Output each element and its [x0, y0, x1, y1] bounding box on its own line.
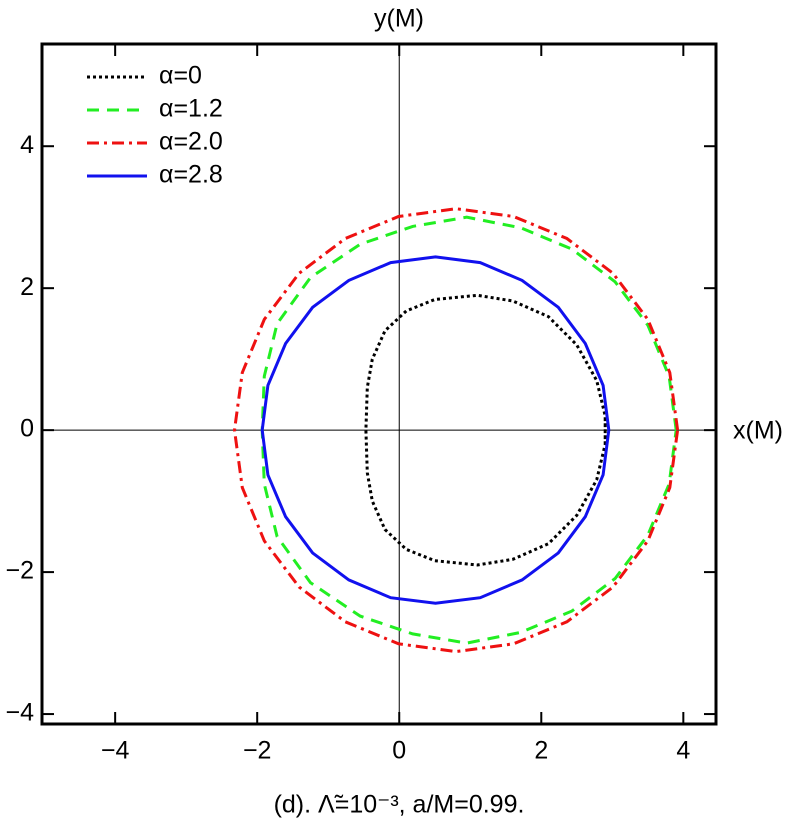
series-line	[260, 255, 611, 605]
x-tick-label: 4	[676, 737, 690, 765]
series-line	[232, 207, 680, 654]
y-axis-label: y(M)	[374, 5, 424, 33]
y-tick-label: 4	[20, 131, 34, 159]
legend-label: α=1.2	[159, 95, 223, 123]
caption: (d). Λ̃=10⁻³, a/M=0.99.	[274, 791, 525, 819]
x-tick-label: −4	[101, 737, 130, 765]
y-tick-label: −4	[5, 699, 34, 727]
y-tick-label: 2	[20, 273, 34, 301]
x-tick-label: 0	[392, 737, 406, 765]
x-tick-label: 2	[534, 737, 548, 765]
legend-label: α=2.8	[159, 161, 223, 189]
y-tick-label: −2	[5, 557, 34, 585]
legend-label: α=2.0	[159, 128, 223, 156]
plot-frame	[40, 42, 718, 726]
y-tick-label: 0	[20, 415, 34, 443]
x-axis-label: x(M)	[733, 417, 783, 445]
legend-label: α=0	[159, 62, 202, 90]
x-tick-label: −2	[243, 737, 272, 765]
series-line	[364, 293, 607, 567]
